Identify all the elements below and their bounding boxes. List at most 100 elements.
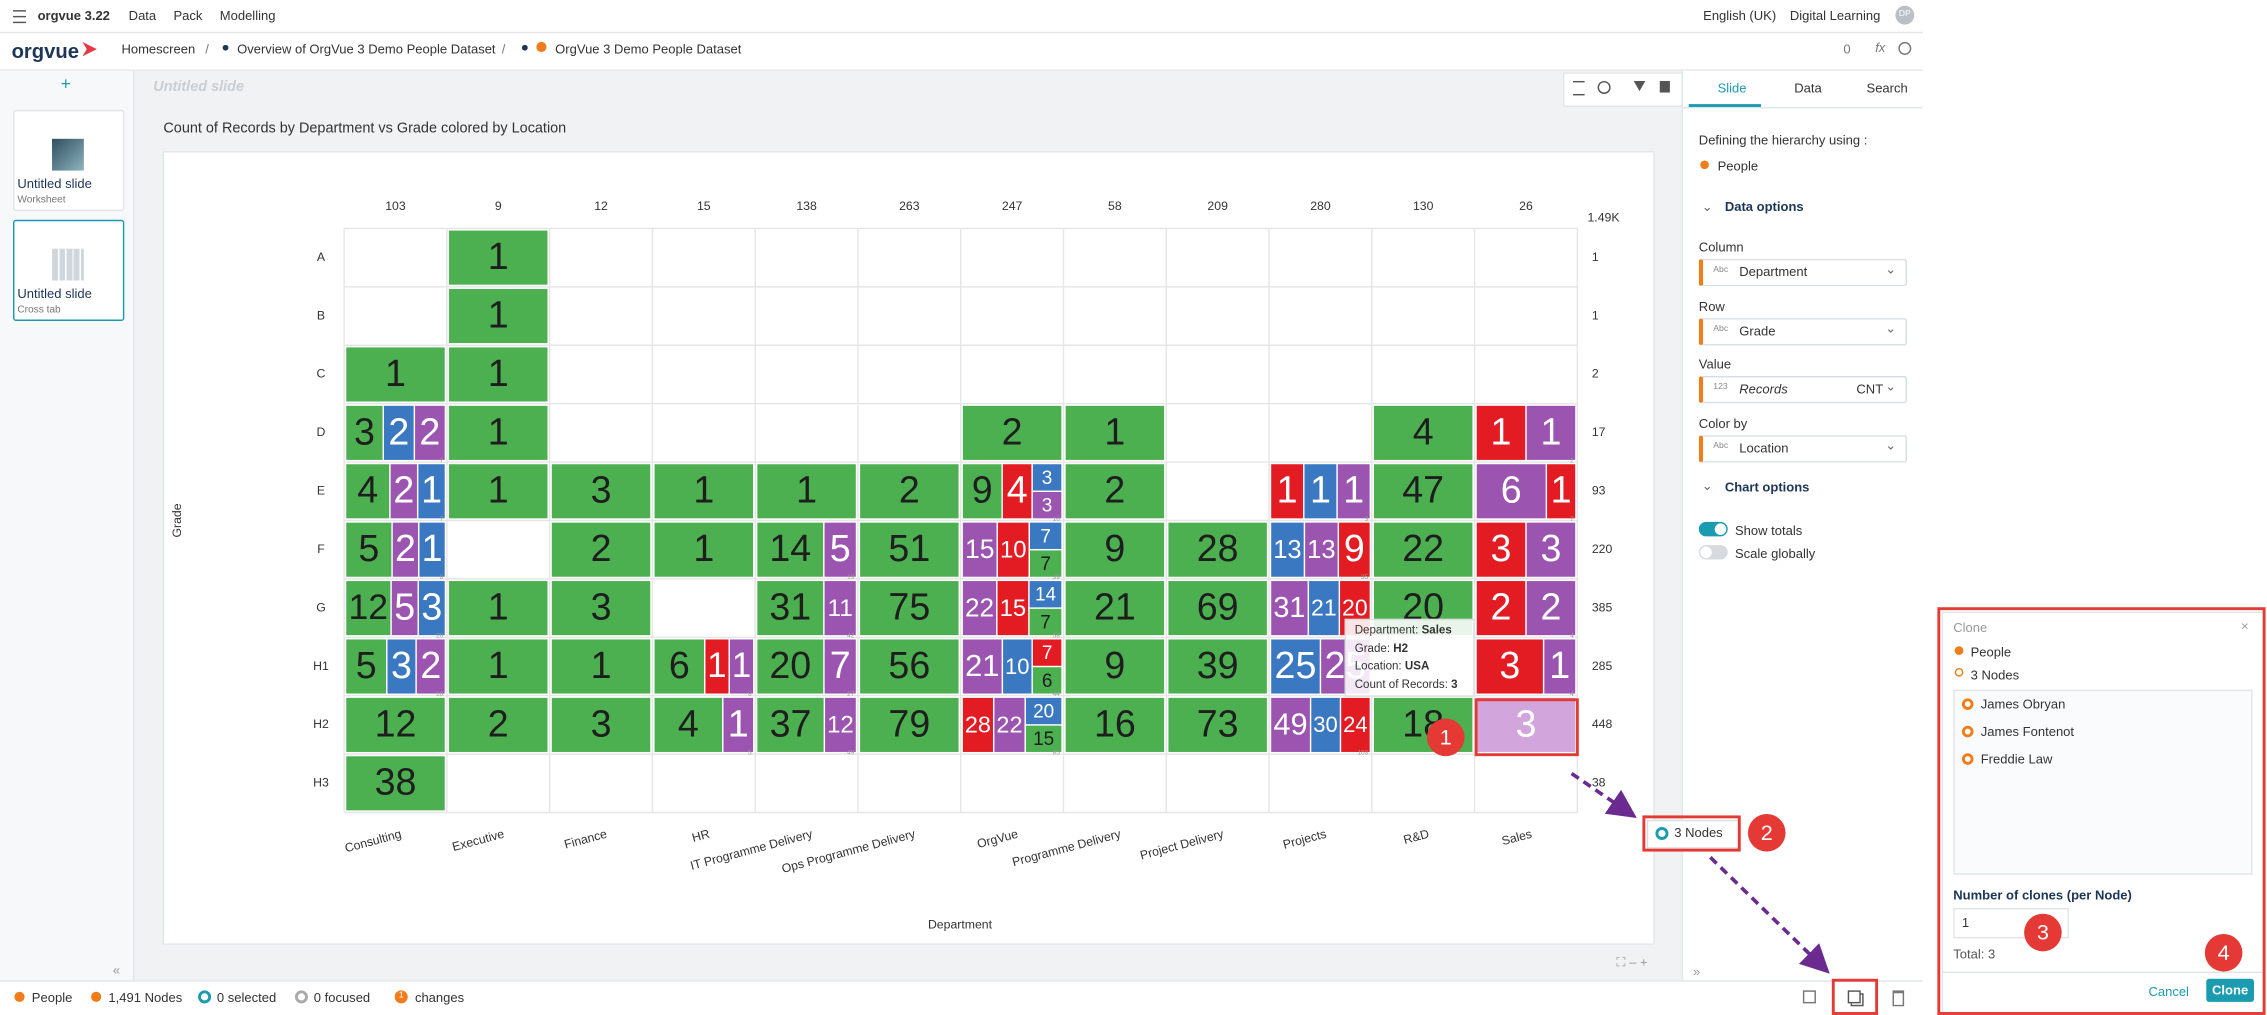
menu-icon[interactable] <box>13 10 27 24</box>
cell-value: 73 <box>1197 702 1239 744</box>
avatar[interactable]: DP <box>1895 5 1915 25</box>
slide-title[interactable]: Untitled slide <box>17 286 92 301</box>
field-box[interactable] <box>1698 258 1907 287</box>
cell-note: 10 <box>436 691 444 698</box>
tool-filter[interactable] <box>1633 80 1646 92</box>
section-title[interactable]: Chart options <box>1724 480 1810 495</box>
cell-segment <box>723 697 754 752</box>
cell-value: 2 <box>420 644 441 686</box>
dropdown[interactable]: ⌄ <box>1885 378 1897 394</box>
toggle-label: Show totals <box>1734 523 1803 538</box>
clones-input[interactable] <box>1953 907 2069 939</box>
cell-segment <box>1476 522 1526 577</box>
refresh-icon[interactable] <box>1898 41 1912 55</box>
cell-segment <box>860 522 959 577</box>
cell-segment <box>1476 581 1526 636</box>
status-hierarchy[interactable]: People <box>31 990 73 1005</box>
cell-segment <box>418 581 445 636</box>
tab[interactable]: Data <box>1794 80 1822 96</box>
breadcrumb-home[interactable]: Homescreen <box>121 41 196 57</box>
icon <box>198 990 212 1004</box>
field-value[interactable]: Location <box>1739 440 1789 455</box>
tool-notes[interactable] <box>1659 80 1670 93</box>
add-button[interactable] <box>1802 990 1816 1004</box>
node-icon <box>1961 725 1974 738</box>
cancel-button[interactable]: Cancel <box>2148 984 2189 1000</box>
cell-segment <box>994 697 1025 752</box>
cell-value: 1 <box>1104 410 1125 452</box>
cell-value: 10 <box>1005 654 1029 679</box>
user[interactable]: Digital Learning <box>1789 8 1881 24</box>
field-box[interactable] <box>1698 317 1907 345</box>
slide-thumb <box>52 138 84 171</box>
menu-item[interactable]: Modelling <box>219 8 276 24</box>
column-total: 138 <box>796 199 817 213</box>
field-value[interactable]: Records <box>1739 381 1788 397</box>
dropdown[interactable]: ⌄ <box>1885 261 1897 277</box>
cell-segment <box>1304 464 1337 519</box>
tab[interactable]: Search <box>1866 80 1908 96</box>
add-slide[interactable]: + <box>60 73 71 94</box>
highlight-box <box>1937 607 2266 1015</box>
logo[interactable]: orgvue <box>11 39 80 63</box>
field-value[interactable]: Department <box>1739 264 1808 280</box>
cell-value: 3 <box>1499 644 1520 686</box>
row-total: 385 <box>1592 600 1613 614</box>
clones-value[interactable]: 1 <box>1961 915 1970 930</box>
status-changes[interactable]: changes <box>414 990 465 1005</box>
cell-value: 12 <box>827 712 854 739</box>
breadcrumb-item[interactable]: Overview of OrgVue 3 Demo People Dataset <box>237 41 496 57</box>
cell-segment <box>346 347 445 402</box>
language[interactable]: English (UK) <box>1703 8 1777 24</box>
dropdown[interactable]: ⌄ <box>1885 437 1897 452</box>
field-label: Column <box>1698 240 1744 255</box>
cell-segment <box>1311 697 1340 752</box>
cell-segment <box>449 230 548 285</box>
status-nodes[interactable]: 1,491 Nodes <box>108 990 183 1005</box>
annotation-badge <box>1426 718 1465 757</box>
status-selected[interactable]: 0 selected <box>216 990 277 1005</box>
confirm-button[interactable]: Clone <box>2206 978 2254 1002</box>
people-count[interactable]: 0 <box>1843 41 1851 57</box>
status-focused[interactable]: 0 focused <box>313 990 371 1005</box>
zoom-controls[interactable]: ⛶ – + <box>1615 954 1647 969</box>
cell-segment <box>1271 639 1320 694</box>
formula-icon[interactable]: fx <box>1875 40 1886 55</box>
tool-palette[interactable] <box>1597 80 1611 94</box>
clone-button[interactable] <box>1847 990 1861 1004</box>
cell-value: 7 <box>1040 554 1051 575</box>
cell-segment <box>962 581 997 636</box>
slide-title[interactable]: Untitled slide <box>153 79 245 96</box>
field-value[interactable]: Grade <box>1739 323 1776 338</box>
slide-title[interactable]: Untitled slide <box>17 176 92 191</box>
cell-value: 79 <box>888 702 930 744</box>
cell-note: 5 <box>748 749 752 756</box>
breadcrumb-current[interactable]: OrgVue 3 Demo People Dataset <box>555 41 742 57</box>
menu-item[interactable]: Data <box>128 8 157 24</box>
tool-list[interactable] <box>1573 80 1585 96</box>
delete-button[interactable] <box>1892 990 1905 1007</box>
row-label: H1 <box>313 659 329 673</box>
column-total: 280 <box>1310 199 1331 213</box>
cell-value: 1 <box>385 352 406 394</box>
slide-type: Worksheet <box>17 195 66 206</box>
field-box[interactable] <box>1698 434 1907 462</box>
chevron[interactable]: ⌄ <box>1701 478 1713 494</box>
field-box[interactable] <box>1698 375 1907 404</box>
dropdown[interactable]: ⌄ <box>1885 320 1897 335</box>
cell-segment <box>551 522 651 577</box>
cell-value: 15 <box>965 534 994 564</box>
expand[interactable]: » <box>1693 964 1701 979</box>
field-agg[interactable]: CNT <box>1856 381 1884 397</box>
cell-value: 4 <box>1413 410 1434 452</box>
close[interactable]: × <box>2240 618 2249 634</box>
chevron[interactable]: ⌄ <box>1701 199 1713 214</box>
cell-value: 3 <box>1540 527 1561 569</box>
menu-item[interactable]: Pack <box>173 8 203 24</box>
section-title[interactable]: Data options <box>1724 199 1804 214</box>
tab[interactable]: Slide <box>1717 80 1747 96</box>
collapse[interactable]: « <box>112 962 121 978</box>
cell-value: 3 <box>1042 468 1053 489</box>
cell-segment <box>1309 581 1339 636</box>
chart-title: Count of Records by Department vs Grade … <box>163 120 566 136</box>
